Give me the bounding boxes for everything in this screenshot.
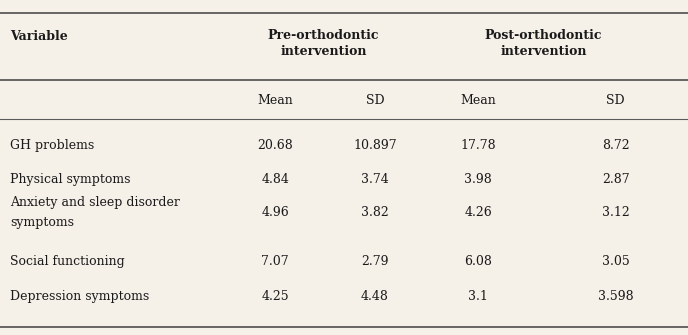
Text: 4.48: 4.48 <box>361 290 389 303</box>
Text: Physical symptoms: Physical symptoms <box>10 173 131 186</box>
Text: Mean: Mean <box>257 94 293 107</box>
Text: Post-orthodontic: Post-orthodontic <box>485 29 602 42</box>
Text: 3.12: 3.12 <box>602 206 630 219</box>
Text: 20.68: 20.68 <box>257 139 293 152</box>
Text: 8.72: 8.72 <box>602 139 630 152</box>
Text: SD: SD <box>606 94 625 107</box>
Text: Anxiety and sleep disorder: Anxiety and sleep disorder <box>10 196 180 209</box>
Text: Variable: Variable <box>10 30 68 43</box>
Text: 3.74: 3.74 <box>361 173 389 186</box>
Text: 3.98: 3.98 <box>464 173 492 186</box>
Text: 3.05: 3.05 <box>602 255 630 268</box>
Text: Mean: Mean <box>460 94 496 107</box>
Text: 3.82: 3.82 <box>361 206 389 219</box>
Text: 3.598: 3.598 <box>598 290 634 303</box>
Text: 3.1: 3.1 <box>469 290 488 303</box>
Text: 4.96: 4.96 <box>261 206 289 219</box>
Text: 10.897: 10.897 <box>353 139 397 152</box>
Text: GH problems: GH problems <box>10 139 94 152</box>
Text: Pre-orthodontic: Pre-orthodontic <box>268 29 379 42</box>
Text: Social functioning: Social functioning <box>10 255 125 268</box>
Text: 4.84: 4.84 <box>261 173 289 186</box>
Text: intervention: intervention <box>500 46 587 58</box>
Text: 4.26: 4.26 <box>464 206 492 219</box>
Text: 2.79: 2.79 <box>361 255 389 268</box>
Text: symptoms: symptoms <box>10 216 74 229</box>
Text: 17.78: 17.78 <box>460 139 496 152</box>
Text: 4.25: 4.25 <box>261 290 289 303</box>
Text: 7.07: 7.07 <box>261 255 289 268</box>
Text: 2.87: 2.87 <box>602 173 630 186</box>
Text: SD: SD <box>365 94 385 107</box>
Text: Depression symptoms: Depression symptoms <box>10 290 149 303</box>
Text: 6.08: 6.08 <box>464 255 492 268</box>
Text: intervention: intervention <box>280 46 367 58</box>
